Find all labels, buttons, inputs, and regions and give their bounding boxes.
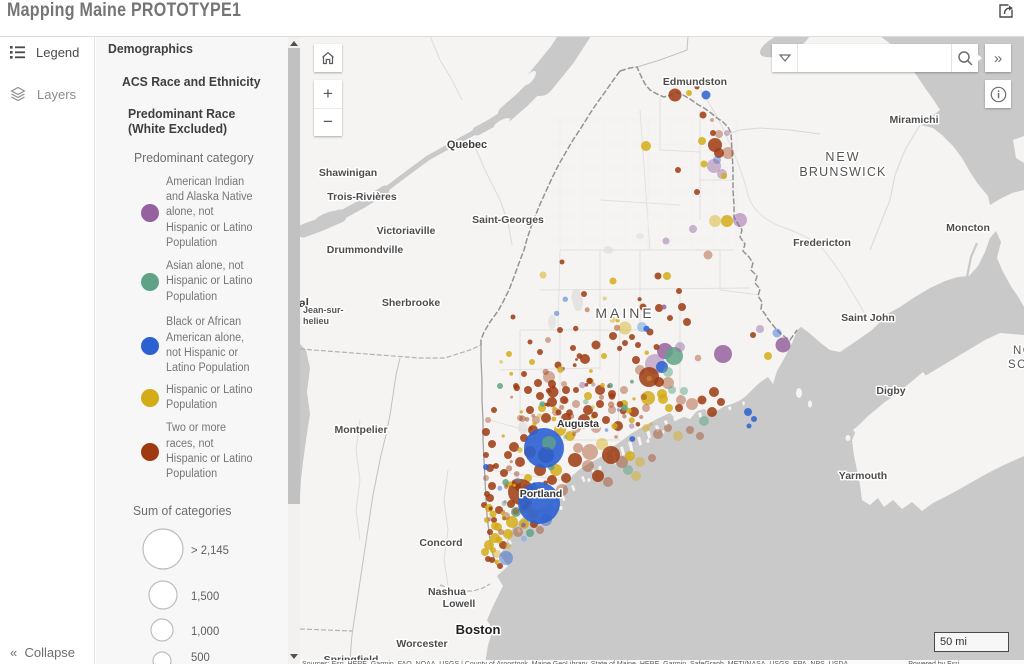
svg-text:Concord: Concord: [419, 537, 462, 549]
svg-text:Drummondville: Drummondville: [327, 244, 404, 256]
svg-text:SCOTIA: SCOTIA: [1008, 359, 1024, 371]
svg-text:Saint John: Saint John: [841, 312, 895, 324]
svg-text:Boston: Boston: [456, 622, 501, 637]
svg-text:Shawinigan: Shawinigan: [319, 167, 377, 179]
svg-text:Trois-Rivières: Trois-Rivières: [327, 191, 397, 203]
svg-text:Portland: Portland: [520, 488, 563, 500]
svg-text:Sherbrooke: Sherbrooke: [382, 297, 441, 309]
svg-text:BRUNSWICK: BRUNSWICK: [799, 165, 886, 179]
svg-text:Quebec: Quebec: [447, 139, 487, 151]
svg-text:Saint-Georges: Saint-Georges: [472, 214, 544, 226]
svg-text:NEW: NEW: [825, 150, 860, 164]
svg-text:NOVA: NOVA: [1013, 345, 1024, 357]
svg-text:Moncton: Moncton: [946, 222, 990, 234]
svg-text:Miramichi: Miramichi: [889, 114, 938, 126]
svg-text:Lowell: Lowell: [443, 598, 476, 610]
svg-text:Springfield: Springfield: [324, 654, 379, 664]
svg-text:Nashua: Nashua: [428, 586, 466, 598]
svg-text:MAINE: MAINE: [595, 305, 654, 321]
svg-text:Edmundston: Edmundston: [663, 76, 727, 88]
svg-text:Digby: Digby: [876, 385, 905, 397]
svg-text:Worcester: Worcester: [396, 638, 447, 650]
svg-text:Jean-sur-: Jean-sur-: [303, 305, 344, 315]
svg-text:Montpelier: Montpelier: [334, 424, 387, 436]
svg-text:helieu: helieu: [303, 316, 329, 326]
svg-text:Augusta: Augusta: [557, 418, 599, 430]
svg-text:Victoriaville: Victoriaville: [377, 225, 436, 237]
svg-text:Fredericton: Fredericton: [793, 237, 851, 249]
svg-text:al: al: [300, 296, 309, 310]
svg-text:Yarmouth: Yarmouth: [839, 470, 887, 482]
